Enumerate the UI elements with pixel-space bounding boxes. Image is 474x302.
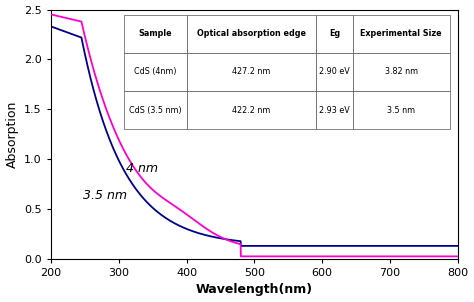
X-axis label: Wavelength(nm): Wavelength(nm) <box>196 284 313 297</box>
Y-axis label: Absorption: Absorption <box>6 101 18 168</box>
Text: 3.5 nm: 3.5 nm <box>83 189 127 202</box>
Text: 4 nm: 4 nm <box>126 162 157 175</box>
